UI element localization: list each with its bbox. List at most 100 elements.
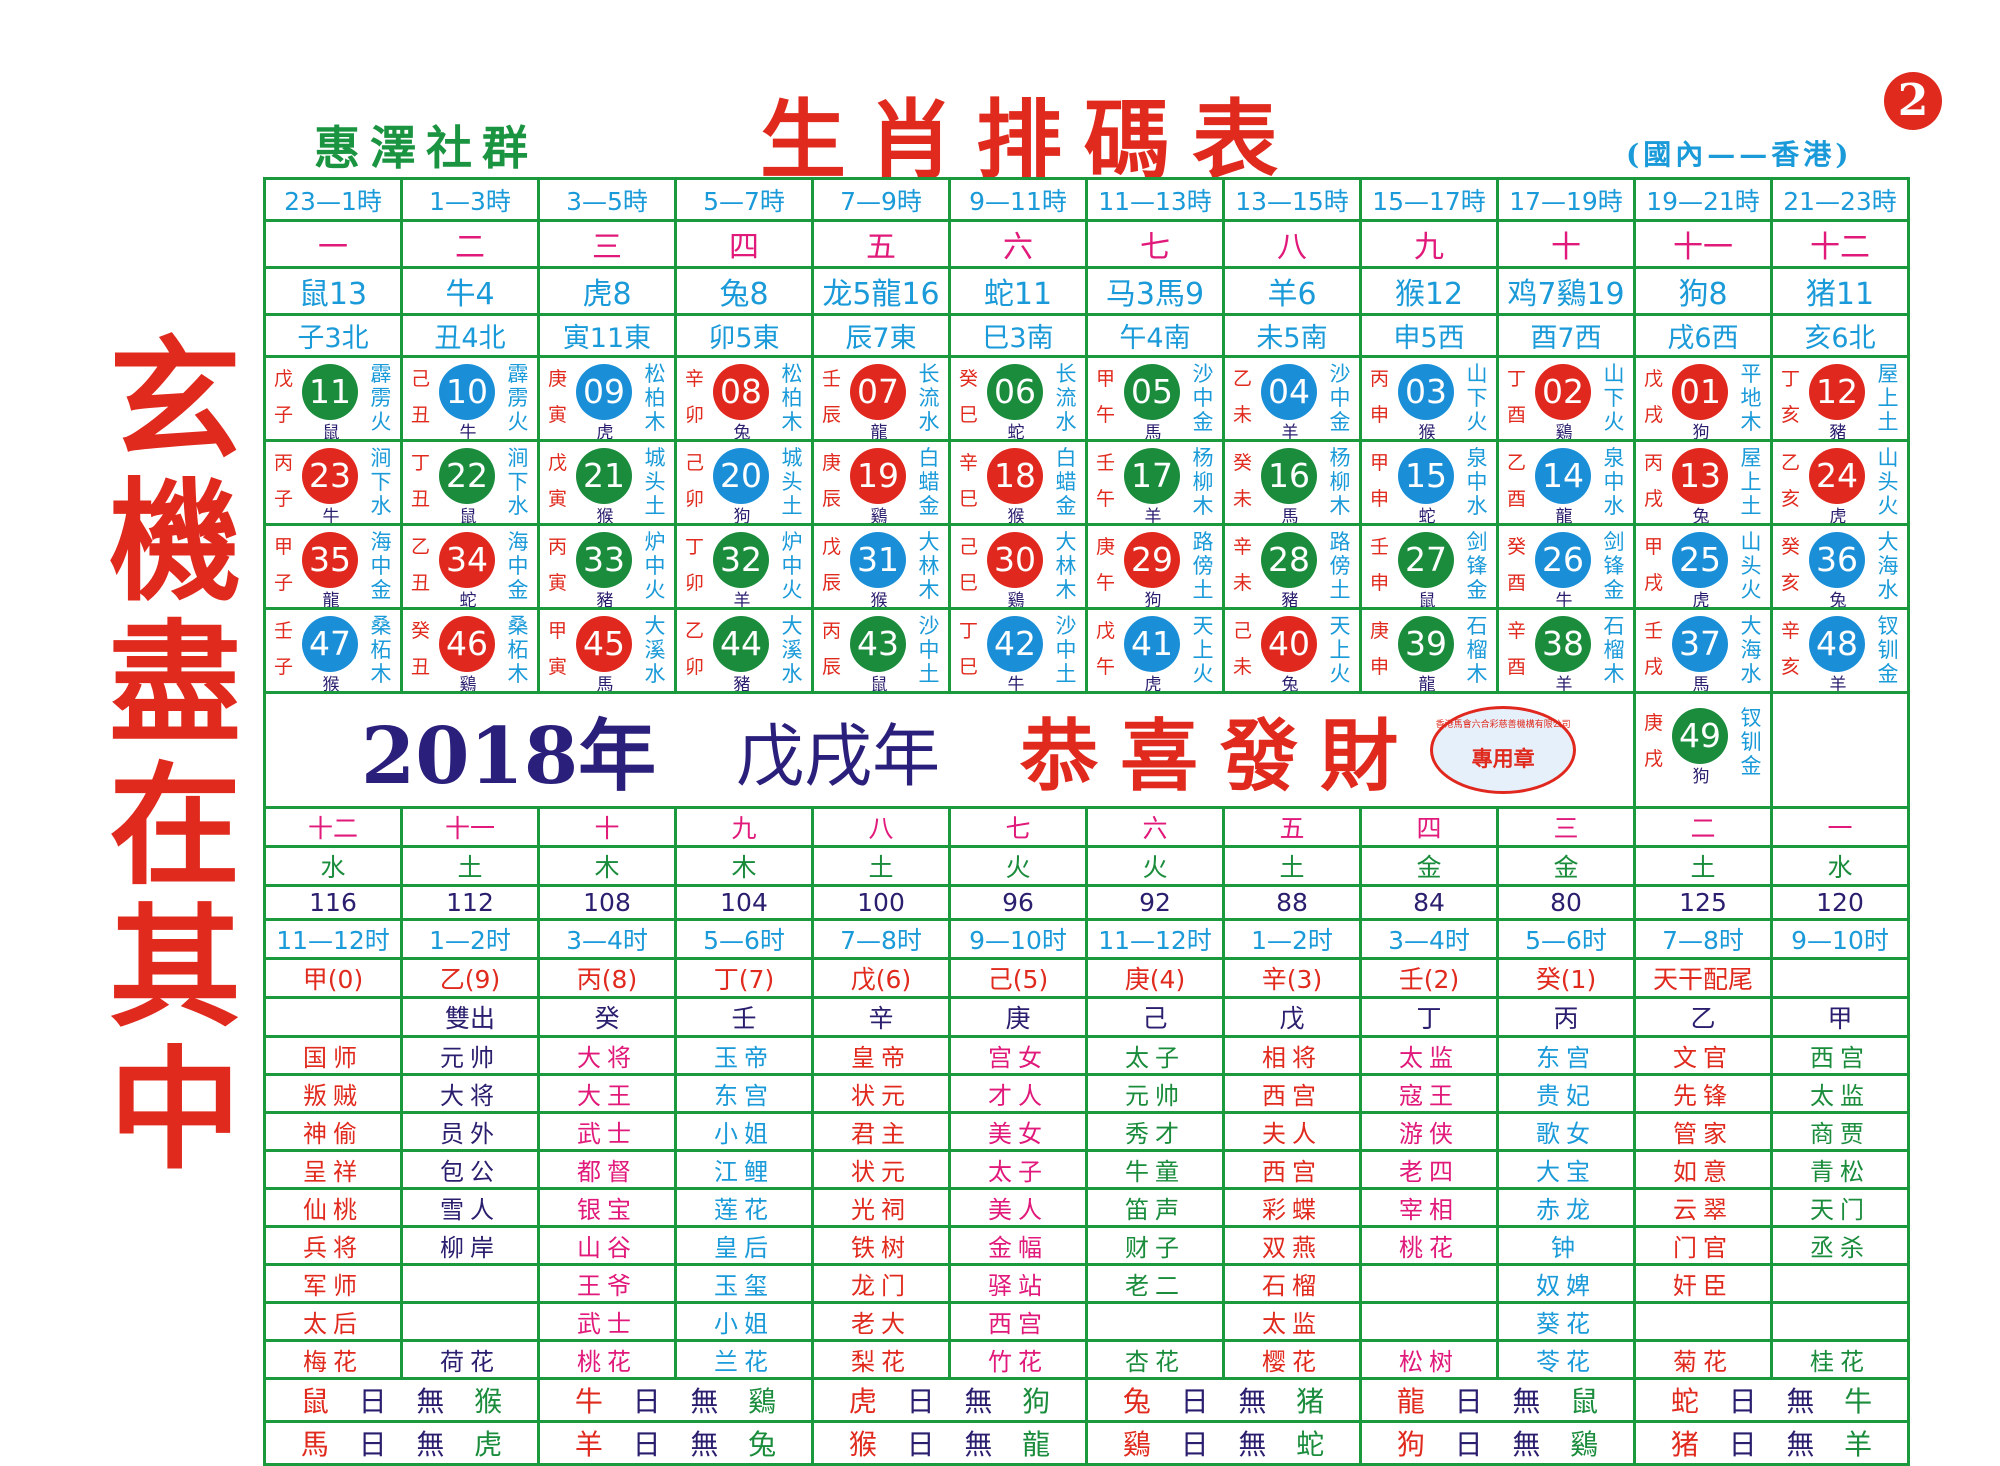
hour-range: 7—9時 <box>811 177 951 222</box>
zodiac-label: 馬 <box>1144 423 1162 441</box>
no-day-char: 虎 <box>848 1385 877 1418</box>
number-ball: 05 <box>1124 364 1180 420</box>
name-cell: 奸臣 <box>1633 1263 1773 1304</box>
number-ball: 06 <box>987 364 1043 420</box>
no-day-cell: 蛇日無牛 <box>1633 1377 1910 1423</box>
stroke-number: 88 <box>1222 884 1362 921</box>
five-element: 木 <box>674 845 814 887</box>
ball-cell: 丁巳 42 牛 沙中土 <box>948 607 1088 694</box>
earthly-branch: 未 <box>1233 404 1253 426</box>
ball-cell-inner: 乙未 04 羊 沙中金 <box>1227 360 1358 441</box>
branch-direction: 巳3南 <box>948 313 1088 358</box>
name-cell: 樱花 <box>1222 1339 1362 1380</box>
bottom-ordinal: 十一 <box>400 806 540 848</box>
name-cell: 美人 <box>948 1187 1088 1228</box>
ball-cell-inner: 甲戌 25 虎 山头火 <box>1638 528 1769 606</box>
stem-header: 庚 <box>948 996 1088 1038</box>
number-ball: 35 <box>302 532 358 588</box>
zodiac-label: 馬 <box>1281 507 1299 525</box>
heavenly-stem: 壬 <box>1096 452 1116 474</box>
ball-cell: 壬辰 07 龍 长流水 <box>811 355 951 442</box>
earthly-branch: 酉 <box>1507 488 1527 510</box>
stem-header: 丁 <box>1359 996 1499 1038</box>
ball-cell-inner: 戊辰 31 猴 大林木 <box>816 528 947 606</box>
earthly-branch: 申 <box>1370 572 1390 594</box>
no-day-char: 日 <box>1454 1385 1483 1418</box>
ball-cell: 辛酉 38 羊 石榴木 <box>1496 607 1636 694</box>
blessing-text: 恭喜發財 <box>1020 711 1421 802</box>
zodiac-label: 牛 <box>1555 591 1573 609</box>
no-day-char: 無 <box>1238 1385 1267 1418</box>
heavenly-stem: 甲 <box>274 536 294 558</box>
ball-cell-inner: 丙辰 43 鼠 沙中土 <box>816 612 947 690</box>
name-cell: 驿站 <box>948 1263 1088 1304</box>
nayin-element: 平地木 <box>1740 362 1762 434</box>
five-element: 水 <box>263 845 403 887</box>
stem-tail: 辛(3) <box>1222 957 1362 999</box>
no-day-char: 牛 <box>1844 1385 1873 1418</box>
nayin-element: 大林木 <box>918 530 940 602</box>
bottom-ordinal: 五 <box>1222 806 1362 848</box>
earthly-branch: 寅 <box>548 572 568 594</box>
zodiac-label: 猴 <box>1418 423 1436 441</box>
zodiac-label: 蛇 <box>459 591 477 609</box>
name-cell: 神偷 <box>263 1111 403 1152</box>
earthly-branch: 申 <box>1370 404 1390 426</box>
name-cell <box>1770 1301 1910 1342</box>
earthly-branch: 丑 <box>411 572 431 594</box>
no-day-char: 羊 <box>1844 1428 1873 1461</box>
zodiac-label: 羊 <box>1281 423 1299 441</box>
number-ball: 41 <box>1124 616 1180 672</box>
name-cell: 夫人 <box>1222 1111 1362 1152</box>
earthly-branch: 申 <box>1370 488 1390 510</box>
five-element: 土 <box>400 845 540 887</box>
ball-cell: 丁亥 12 豬 屋上土 <box>1770 355 1910 442</box>
bottom-hour: 1—2时 <box>1222 918 1362 960</box>
heavenly-stem: 丙 <box>1370 368 1390 390</box>
no-day-char: 蛇 <box>1296 1428 1325 1461</box>
ball-row: 丙子 23 牛涧下水丁丑 22 鼠涧下水戊寅 21 猴城头土己卯 20 狗城头土庚辰 19 鷄白蜡金… <box>263 439 1910 526</box>
number-ball: 46 <box>439 616 495 672</box>
no-day-char: 日 <box>906 1428 935 1461</box>
nayin-element: 大海水 <box>1740 614 1762 686</box>
number-ball: 32 <box>713 532 769 588</box>
heavenly-stem: 丁 <box>411 452 431 474</box>
name-cell: 苓花 <box>1496 1339 1636 1380</box>
heavenly-stem: 庚 <box>1644 712 1664 734</box>
name-cell: 游侠 <box>1359 1111 1499 1152</box>
five-element: 金 <box>1359 845 1499 887</box>
name-cell: 太后 <box>263 1301 403 1342</box>
name-cell: 彩蝶 <box>1222 1187 1362 1228</box>
zodiac-label: 馬 <box>1692 675 1710 693</box>
slogan-char: 在 <box>109 749 241 904</box>
stem-header: 丙 <box>1496 996 1636 1038</box>
bottom-hour: 3—4时 <box>537 918 677 960</box>
ball-cell-inner: 甲午 05 馬 沙中金 <box>1090 360 1221 441</box>
heavenly-stem: 壬 <box>822 368 842 390</box>
number-ball: 42 <box>987 616 1043 672</box>
ball-cell-inner: 辛亥 48 羊 钗钏金 <box>1775 612 1906 690</box>
stroke-number: 84 <box>1359 884 1499 921</box>
name-cell: 小姐 <box>674 1301 814 1342</box>
ball-cell-inner: 辛未 28 豬 路傍土 <box>1227 528 1358 606</box>
name-cell: 山谷 <box>537 1225 677 1266</box>
name-cell: 贵妃 <box>1496 1073 1636 1114</box>
number-ball: 34 <box>439 532 495 588</box>
earthly-branch: 亥 <box>1781 656 1801 678</box>
name-cell <box>1359 1301 1499 1342</box>
nayin-element: 涧下水 <box>507 446 529 518</box>
no-day-char: 日 <box>1728 1428 1757 1461</box>
ball-cell-inner: 庚申 39 龍 石榴木 <box>1364 612 1495 690</box>
nayin-element: 钗钏金 <box>1877 614 1899 686</box>
earthly-branch: 未 <box>1233 488 1253 510</box>
heavenly-stem: 癸 <box>1781 536 1801 558</box>
ball-cell-inner: 戊寅 21 猴 城头土 <box>542 444 673 522</box>
nayin-element: 天上火 <box>1192 614 1214 686</box>
heavenly-stem: 戊 <box>548 452 568 474</box>
name-row: 国师 元帅 大将 玉帝 皇帝 宫女 太子 相将 太监 东宫 文官 西宫 <box>263 1035 1910 1076</box>
nayin-element: 沙中土 <box>918 614 940 686</box>
ball-cell-inner: 戊子 11 鼠 霹雳火 <box>268 360 399 438</box>
name-cell: 笛声 <box>1085 1187 1225 1228</box>
name-cell: 奴婢 <box>1496 1263 1636 1304</box>
name-cell: 东宫 <box>674 1073 814 1114</box>
